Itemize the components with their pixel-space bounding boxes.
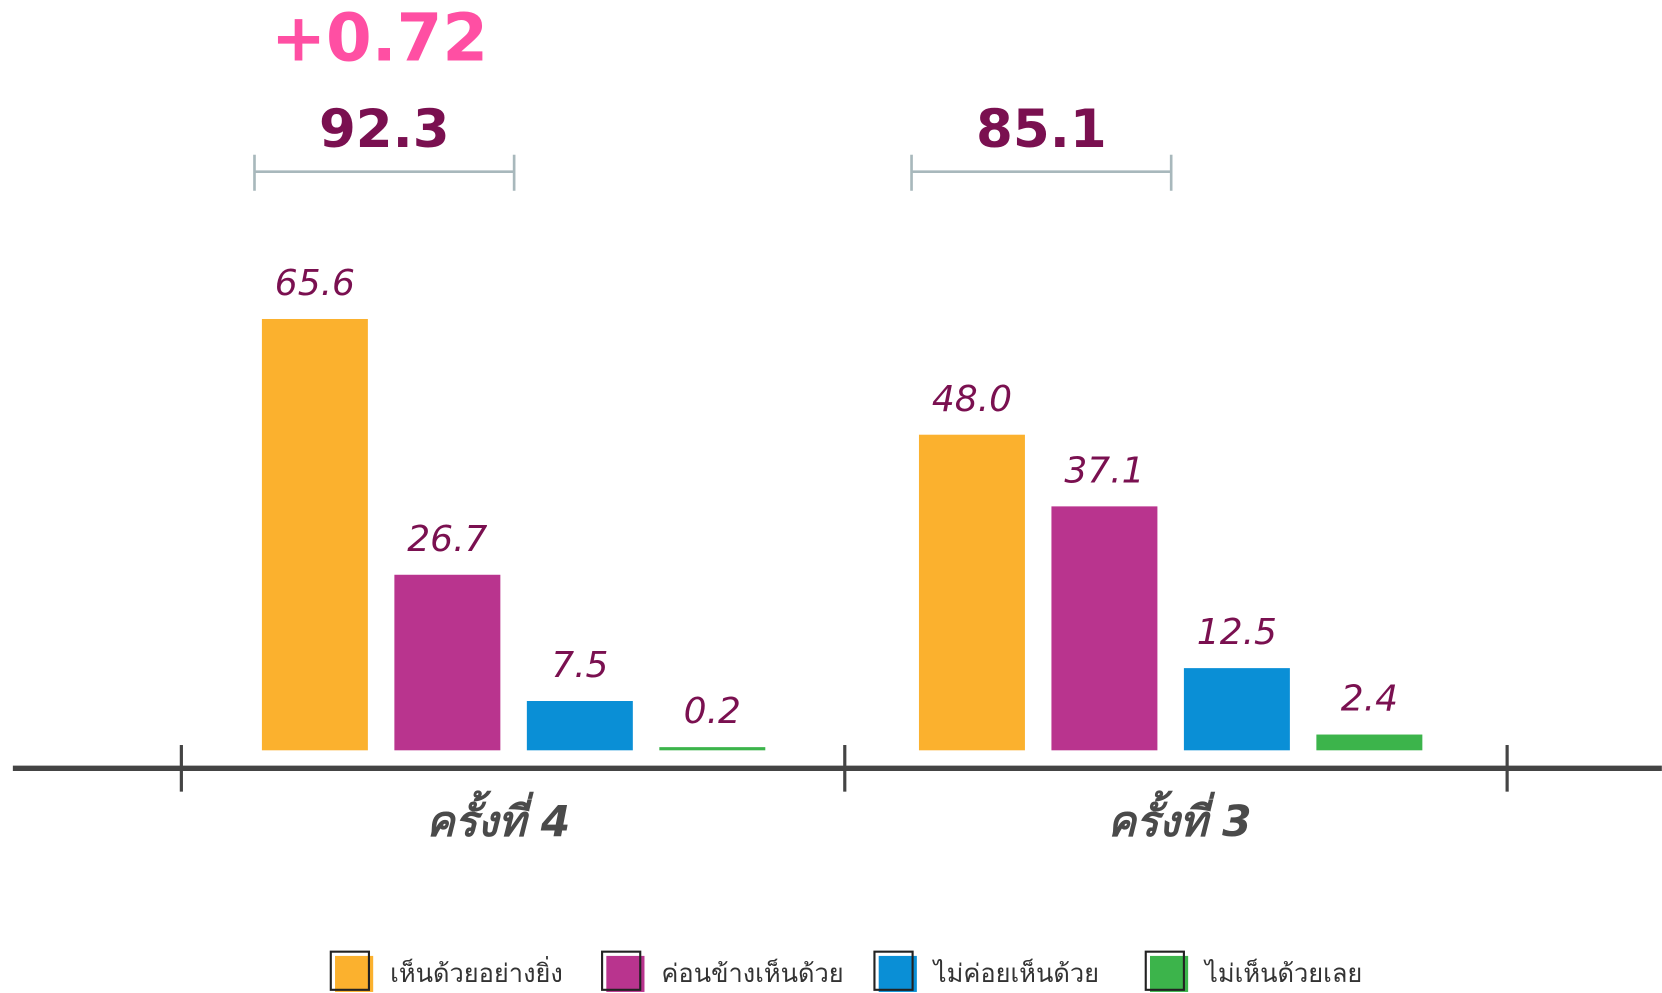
legend-label: ไม่ค่อยเห็นด้วย [932, 958, 1099, 988]
value-label: 26.7 [407, 519, 487, 560]
bar [1051, 506, 1158, 751]
legend-label: เห็นด้วยอย่างยิ่ง [390, 956, 563, 988]
value-label: 65.6 [275, 263, 355, 304]
x-tick-label: ครั้งที่ 3 [1108, 790, 1252, 846]
value-label: 12.5 [1197, 612, 1277, 653]
bar [394, 574, 501, 751]
change-label: +0.72 [271, 0, 488, 76]
bar [918, 434, 1025, 751]
legend-swatch-outline [1144, 950, 1185, 991]
total-label: 85.1 [976, 99, 1107, 160]
legend-swatch [335, 955, 374, 992]
bar [659, 747, 766, 751]
legend-label: ค่อนข้างเห็นด้วย [661, 958, 843, 988]
value-label: 48.0 [932, 379, 1012, 420]
bar [526, 701, 633, 751]
legend-swatch [606, 955, 645, 992]
value-label: 37.1 [1064, 450, 1144, 491]
total-label: 92.3 [319, 99, 450, 160]
legend-swatch-outline [601, 950, 642, 991]
value-label: 0.2 [684, 691, 741, 732]
value-label: 2.4 [1341, 679, 1398, 720]
legend-label: ไม่เห็นด้วยเลย [1203, 958, 1362, 988]
legend-swatch-outline [873, 950, 914, 991]
legend-swatch-outline [329, 950, 371, 991]
bar [1183, 668, 1290, 751]
legend-swatch [1149, 955, 1189, 992]
legend-swatch [878, 955, 917, 992]
x-tick-label: ครั้งที่ 4 [426, 790, 570, 846]
bar [1316, 734, 1423, 751]
bar [261, 318, 368, 751]
value-label: 7.5 [551, 645, 608, 686]
